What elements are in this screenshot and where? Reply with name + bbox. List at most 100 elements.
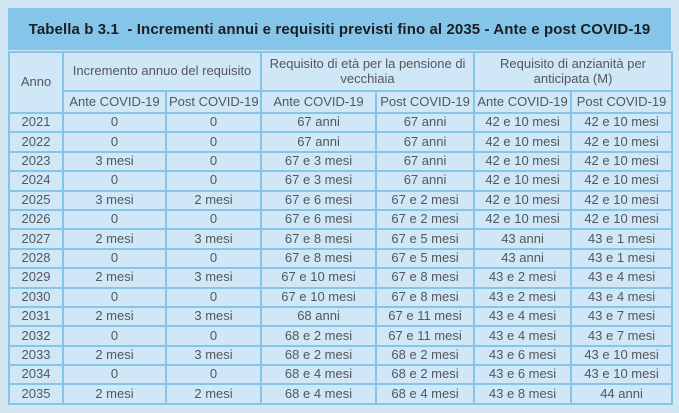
requirements-table: Anno Incremento annuo del requisito Requ… <box>8 51 674 405</box>
value-cell: 68 e 4 mesi <box>260 383 378 405</box>
table-row: 2034 0 0 68 e 4 mesi 68 e 2 mesi 43 e 6 mesi 4… <box>8 364 674 386</box>
value-cell: 0 <box>62 208 167 231</box>
value-cell: 3 mesi <box>62 189 167 211</box>
value-cell: 42 e 10 mesi <box>473 111 573 134</box>
value-cell: 2 mesi <box>164 189 263 211</box>
value-cell: 67 anni <box>375 111 476 134</box>
value-cell: 44 anni <box>570 383 674 405</box>
year-cell: 2026 <box>8 208 64 231</box>
column-header-anno: Anno <box>8 51 64 114</box>
value-cell: 0 <box>164 286 263 308</box>
table-row: 2029 2 mesi 3 mesi 67 e 10 mesi 67 e 8 mesi 4… <box>8 267 674 289</box>
year-cell: 2032 <box>8 325 64 347</box>
table-body: 2021 0 0 67 anni 67 anni 42 e 10 mesi 42 e 10 … <box>8 111 674 405</box>
value-cell: 0 <box>164 247 263 270</box>
value-cell: 67 e 10 mesi <box>260 267 378 289</box>
table-row: 2031 2 mesi 3 mesi 68 anni 67 e 11 mesi 43 e … <box>8 305 674 328</box>
subheader-incremento-post: Post COVID-19 <box>164 90 263 114</box>
year-cell: 2029 <box>8 267 64 289</box>
year-cell: 2033 <box>8 344 64 367</box>
value-cell: 68 e 4 mesi <box>375 383 476 405</box>
value-cell: 3 mesi <box>62 150 167 173</box>
value-cell: 67 e 11 mesi <box>375 325 476 347</box>
table-title: Tabella b 3.1 - Incrementi annui e requi… <box>28 20 651 38</box>
value-cell: 67 anni <box>260 131 378 153</box>
value-cell: 43 anni <box>473 228 573 250</box>
value-cell: 67 e 3 mesi <box>260 150 378 173</box>
table-row: 2025 3 mesi 2 mesi 67 e 6 mesi 67 e 2 mesi 42… <box>8 189 674 211</box>
value-cell: 67 e 6 mesi <box>260 189 378 211</box>
subheader-anticipata-post: Post COVID-19 <box>570 90 674 114</box>
value-cell: 68 e 2 mesi <box>260 344 378 367</box>
column-group-anticipata: Requisito di anzianità per anticipata (M… <box>473 51 674 92</box>
value-cell: 43 e 8 mesi <box>473 383 573 405</box>
value-cell: 43 anni <box>473 247 573 270</box>
value-cell: 67 e 5 mesi <box>375 247 476 270</box>
subheader-incremento-ante: Ante COVID-19 <box>62 90 167 114</box>
value-cell: 42 e 10 mesi <box>473 170 573 192</box>
value-cell: 67 e 5 mesi <box>375 228 476 250</box>
value-cell: 3 mesi <box>164 228 263 250</box>
value-cell: 0 <box>62 111 167 134</box>
value-cell: 2 mesi <box>62 228 167 250</box>
year-cell: 2034 <box>8 364 64 386</box>
value-cell: 3 mesi <box>164 344 263 367</box>
header-group-row: Anno Incremento annuo del requisito Requ… <box>8 51 674 114</box>
table-panel: Tabella b 3.1 - Incrementi annui e requi… <box>8 8 674 405</box>
value-cell: 67 e 6 mesi <box>260 208 378 231</box>
value-cell: 2 mesi <box>62 344 167 367</box>
table-row: 2033 2 mesi 3 mesi 68 e 2 mesi 68 e 2 mesi 43… <box>8 344 674 367</box>
year-cell: 2035 <box>8 383 64 405</box>
value-cell: 42 e 10 mesi <box>570 150 674 173</box>
value-cell: 2 mesi <box>62 383 167 405</box>
table-row: 2021 0 0 67 anni 67 anni 42 e 10 mesi 42 e 10 … <box>8 111 674 134</box>
year-cell: 2031 <box>8 305 64 328</box>
value-cell: 0 <box>164 208 263 231</box>
table-row: 2035 2 mesi 2 mesi 68 e 4 mesi 68 e 4 mesi 43… <box>8 383 674 405</box>
value-cell: 43 e 7 mesi <box>570 325 674 347</box>
table-row: 2027 2 mesi 3 mesi 67 e 8 mesi 67 e 5 mesi 43… <box>8 228 674 250</box>
table-row: 2026 0 0 67 e 6 mesi 67 e 2 mesi 42 e 10 mesi… <box>8 208 674 231</box>
year-cell: 2023 <box>8 150 64 173</box>
value-cell: 67 e 8 mesi <box>260 228 378 250</box>
value-cell: 0 <box>164 325 263 347</box>
value-cell: 67 e 8 mesi <box>375 286 476 308</box>
value-cell: 2 mesi <box>62 267 167 289</box>
value-cell: 68 e 2 mesi <box>375 344 476 367</box>
value-cell: 0 <box>164 364 263 386</box>
value-cell: 67 e 11 mesi <box>375 305 476 328</box>
value-cell: 43 e 6 mesi <box>473 344 573 367</box>
value-cell: 67 e 2 mesi <box>375 208 476 231</box>
year-cell: 2024 <box>8 170 64 192</box>
value-cell: 42 e 10 mesi <box>473 150 573 173</box>
value-cell: 68 e 2 mesi <box>375 364 476 386</box>
value-cell: 43 e 1 mesi <box>570 228 674 250</box>
value-cell: 2 mesi <box>164 383 263 405</box>
value-cell: 0 <box>62 325 167 347</box>
year-cell: 2027 <box>8 228 64 250</box>
value-cell: 68 e 4 mesi <box>260 364 378 386</box>
year-cell: 2030 <box>8 286 64 308</box>
table-row: 2032 0 0 68 e 2 mesi 67 e 11 mesi 43 e 4 mesi… <box>8 325 674 347</box>
table-row: 2023 3 mesi 0 67 e 3 mesi 67 anni 42 e 10 mes… <box>8 150 674 173</box>
table-row: 2028 0 0 67 e 8 mesi 67 e 5 mesi 43 anni 43 e … <box>8 247 674 270</box>
value-cell: 67 anni <box>375 170 476 192</box>
table-row: 2030 0 0 67 e 10 mesi 67 e 8 mesi 43 e 2 mesi… <box>8 286 674 308</box>
value-cell: 43 e 4 mesi <box>570 286 674 308</box>
value-cell: 0 <box>164 131 263 153</box>
year-cell: 2025 <box>8 189 64 211</box>
subheader-vecchiaia-post: Post COVID-19 <box>375 90 476 114</box>
table-row: 2024 0 0 67 e 3 mesi 67 anni 42 e 10 mesi 42 e… <box>8 170 674 192</box>
column-group-incremento: Incremento annuo del requisito <box>61 51 263 92</box>
value-cell: 67 e 8 mesi <box>375 267 476 289</box>
value-cell: 68 anni <box>260 305 378 328</box>
value-cell: 0 <box>62 131 167 153</box>
value-cell: 3 mesi <box>164 267 263 289</box>
table-title-band: Tabella b 3.1 - Incrementi annui e requi… <box>8 8 671 51</box>
value-cell: 68 e 2 mesi <box>260 325 378 347</box>
subheader-vecchiaia-ante: Ante COVID-19 <box>260 90 378 114</box>
column-group-vecchiaia: Requisito di età per la pensione di vecc… <box>260 51 476 92</box>
value-cell: 2 mesi <box>62 305 167 328</box>
value-cell: 0 <box>62 364 167 386</box>
